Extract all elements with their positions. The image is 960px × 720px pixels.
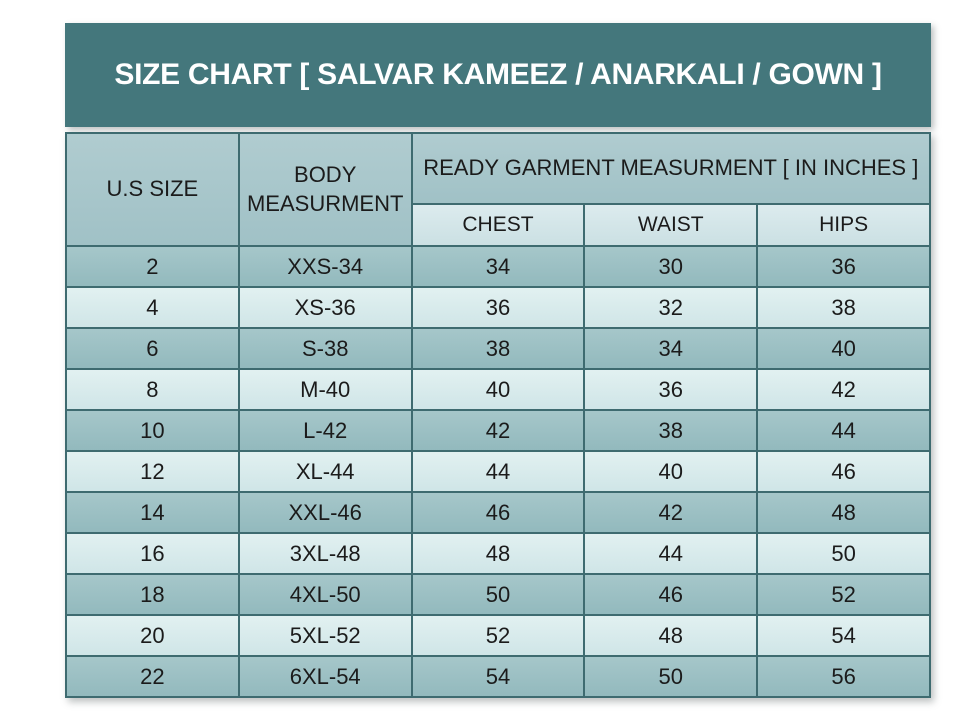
table-row: 10 L-42 42 38 44 (65, 409, 931, 452)
waist-cell: 44 (583, 532, 759, 575)
waist-cell: 38 (583, 409, 759, 452)
header-waist: WAIST (583, 203, 759, 247)
us-size-cell: 14 (65, 491, 240, 534)
body-measurement-cell: 4XL-50 (237, 573, 413, 616)
us-size-cell: 22 (65, 655, 240, 698)
hips-cell: 52 (756, 573, 931, 616)
body-measurement-cell: S-38 (237, 327, 413, 370)
waist-cell: 48 (583, 614, 759, 657)
us-size-cell: 16 (65, 532, 240, 575)
table-row: 12 XL-44 44 40 46 (65, 450, 931, 493)
chart-title: SIZE CHART [ SALVAR KAMEEZ / ANARKALI / … (114, 58, 882, 91)
waist-cell: 46 (583, 573, 759, 616)
body-measurement-cell: XL-44 (237, 450, 413, 493)
us-size-cell: 18 (65, 573, 240, 616)
table-row: 16 3XL-48 48 44 50 (65, 532, 931, 575)
waist-cell: 30 (583, 245, 759, 288)
chest-cell: 48 (410, 532, 586, 575)
us-size-cell: 10 (65, 409, 240, 452)
chest-cell: 46 (410, 491, 586, 534)
hips-cell: 36 (756, 245, 931, 288)
table-row: 6 S-38 38 34 40 (65, 327, 931, 370)
waist-cell: 40 (583, 450, 759, 493)
table-row: 22 6XL-54 54 50 56 (65, 655, 931, 698)
body-measurement-cell: XXS-34 (237, 245, 413, 288)
us-size-cell: 6 (65, 327, 240, 370)
header-body-measurement: BODY MEASURMENT (237, 132, 413, 247)
us-size-cell: 20 (65, 614, 240, 657)
table-row: 2 XXS-34 34 30 36 (65, 245, 931, 288)
chest-cell: 38 (410, 327, 586, 370)
header-row-2: CHEST WAIST HIPS (66, 203, 931, 247)
table-row: 18 4XL-50 50 46 52 (65, 573, 931, 616)
size-table-body: 2 XXS-34 34 30 36 4 XS-36 36 32 38 6 S-3… (65, 245, 931, 698)
size-table: U.S SIZE BODY MEASURMENT READY GARMENT M… (65, 132, 932, 698)
body-measurement-cell: XXL-46 (237, 491, 413, 534)
chest-cell: 42 (410, 409, 586, 452)
chest-cell: 50 (410, 573, 586, 616)
hips-cell: 42 (756, 368, 931, 411)
body-measurement-cell: M-40 (237, 368, 413, 411)
hips-cell: 56 (756, 655, 931, 698)
chest-cell: 54 (410, 655, 586, 698)
hips-cell: 50 (756, 532, 931, 575)
hips-cell: 38 (756, 286, 931, 329)
waist-cell: 32 (583, 286, 759, 329)
hips-cell: 48 (756, 491, 931, 534)
waist-cell: 50 (583, 655, 759, 698)
hips-cell: 54 (756, 614, 931, 657)
hips-cell: 46 (756, 450, 931, 493)
chest-cell: 34 (410, 245, 586, 288)
waist-cell: 36 (583, 368, 759, 411)
us-size-cell: 8 (65, 368, 240, 411)
body-measurement-cell: L-42 (237, 409, 413, 452)
us-size-cell: 12 (65, 450, 240, 493)
us-size-cell: 2 (65, 245, 240, 288)
header-chest: CHEST (410, 203, 586, 247)
body-measurement-cell: 5XL-52 (237, 614, 413, 657)
table-row: 14 XXL-46 46 42 48 (65, 491, 931, 534)
header-row-1: U.S SIZE BODY MEASURMENT READY GARMENT M… (65, 132, 932, 247)
header-us-size: U.S SIZE (65, 132, 240, 247)
us-size-cell: 4 (65, 286, 240, 329)
chart-title-bar: SIZE CHART [ SALVAR KAMEEZ / ANARKALI / … (65, 23, 931, 127)
table-row: 20 5XL-52 52 48 54 (65, 614, 931, 657)
body-measurement-cell: XS-36 (237, 286, 413, 329)
header-ready-garment-group: READY GARMENT MEASURMENT [ IN INCHES ] (410, 132, 932, 205)
size-table-header: U.S SIZE BODY MEASURMENT READY GARMENT M… (65, 132, 932, 247)
chest-cell: 44 (410, 450, 586, 493)
chest-cell: 36 (410, 286, 586, 329)
waist-cell: 34 (583, 327, 759, 370)
size-chart-card: SIZE CHART [ SALVAR KAMEEZ / ANARKALI / … (65, 23, 932, 698)
body-measurement-cell: 6XL-54 (237, 655, 413, 698)
table-row: 4 XS-36 36 32 38 (65, 286, 931, 329)
header-hips: HIPS (756, 203, 931, 247)
waist-cell: 42 (583, 491, 759, 534)
body-measurement-cell: 3XL-48 (237, 532, 413, 575)
table-row: 8 M-40 40 36 42 (65, 368, 931, 411)
hips-cell: 40 (756, 327, 931, 370)
hips-cell: 44 (756, 409, 931, 452)
chest-cell: 40 (410, 368, 586, 411)
chest-cell: 52 (410, 614, 586, 657)
